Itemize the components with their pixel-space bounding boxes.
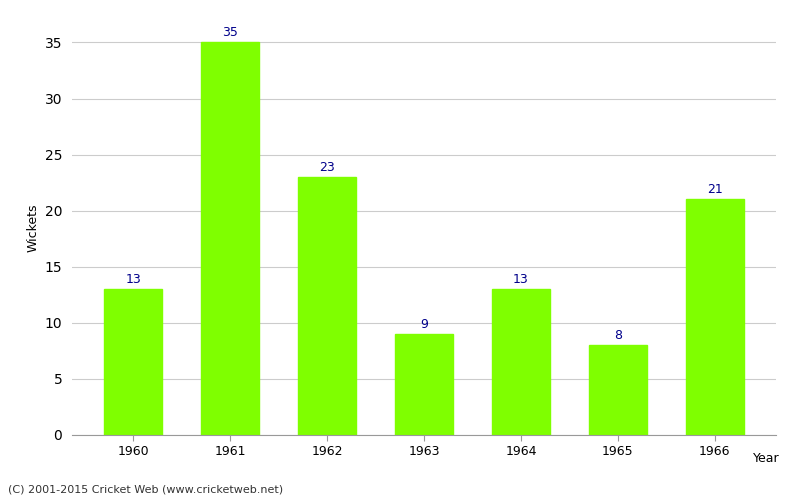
Bar <box>589 346 647 435</box>
Bar <box>298 177 356 435</box>
Text: 21: 21 <box>707 183 722 196</box>
Text: 8: 8 <box>614 329 622 342</box>
Text: 13: 13 <box>513 273 529 286</box>
Text: 13: 13 <box>126 273 141 286</box>
Bar <box>201 42 259 435</box>
Text: 9: 9 <box>420 318 428 330</box>
Text: (C) 2001-2015 Cricket Web (www.cricketweb.net): (C) 2001-2015 Cricket Web (www.cricketwe… <box>8 485 283 495</box>
Bar <box>395 334 453 435</box>
Bar <box>686 200 744 435</box>
Text: 35: 35 <box>222 26 238 39</box>
Bar <box>492 289 550 435</box>
Text: Year: Year <box>754 452 780 466</box>
Y-axis label: Wickets: Wickets <box>26 203 39 252</box>
Text: 23: 23 <box>319 160 335 173</box>
Bar <box>104 289 162 435</box>
